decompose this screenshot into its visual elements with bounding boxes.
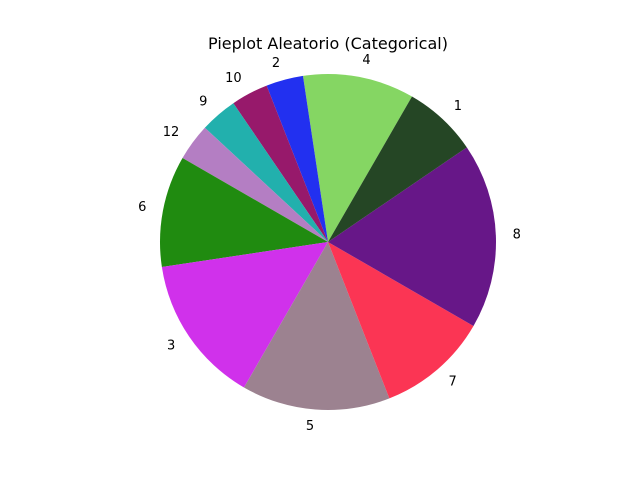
pie-slices [160,74,497,411]
pie-slice-4 [302,74,412,242]
pie-label-9: 9 [199,94,207,109]
pie-slice-12 [182,127,328,242]
pie-label-8: 8 [513,228,521,243]
pie-label-1: 1 [454,99,462,114]
pie-slice-5 [244,242,390,411]
pie-slice-7 [328,242,474,399]
pie-label-5: 5 [306,419,314,434]
pie-slice-10 [233,85,328,242]
pie-label-6: 6 [138,200,146,215]
pie-labels: 4 2 10 9 12 6 3 5 7 8 1 [138,53,521,434]
pie-slice-8 [328,147,497,326]
pie-slice-1 [328,96,467,242]
chart-title: Pieplot Aleatorio (Categorical) [208,34,448,53]
pie-slice-6 [160,158,328,268]
pie-label-4: 4 [362,53,370,68]
pie-label-12: 12 [163,125,180,140]
pie-label-10: 10 [225,71,242,86]
pie-slice-9 [204,103,328,242]
pie-slice-3 [161,242,328,388]
pie-label-2: 2 [272,56,280,71]
pie-label-3: 3 [167,339,175,354]
pie-slice-2 [266,75,328,242]
pie-label-7: 7 [449,375,457,390]
